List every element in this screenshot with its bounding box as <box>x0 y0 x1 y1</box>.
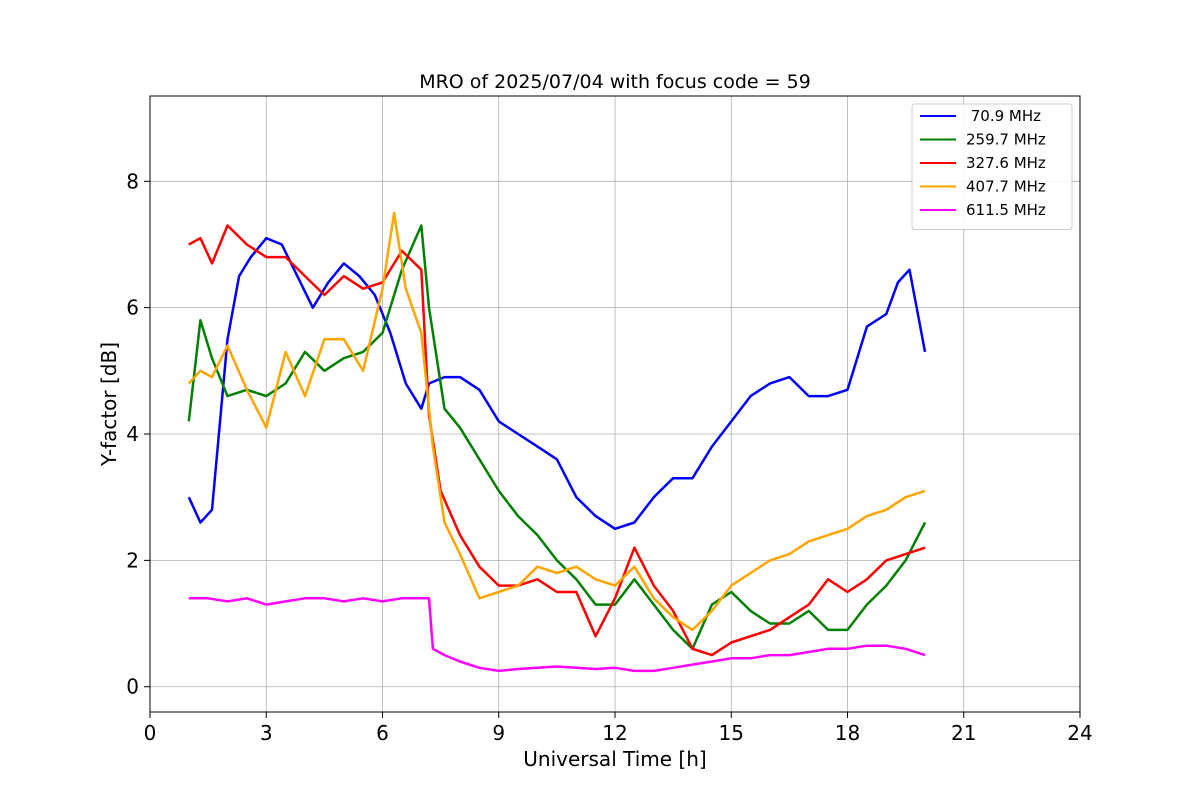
series-line-2 <box>188 224 926 657</box>
x-tick-label: 21 <box>951 721 976 745</box>
y-axis-label: Y-factor [dB] <box>97 342 121 467</box>
legend-label: 611.5 MHz <box>966 201 1046 219</box>
legend-box <box>911 103 1073 230</box>
series-line-4 <box>188 597 926 673</box>
legend-label: 70.9 MHz <box>966 107 1041 125</box>
y-tick-label: 0 <box>126 675 139 699</box>
x-tick-label: 9 <box>492 721 505 745</box>
chart-title: MRO of 2025/07/04 with focus code = 59 <box>419 71 811 93</box>
legend-label: 259.7 MHz <box>966 131 1046 149</box>
legend: 70.9 MHz 259.7 MHz 327.6 MHz 407.7 MHz 611.5… <box>911 103 1073 230</box>
y-tick-label: 2 <box>126 548 139 572</box>
x-tick-label: 18 <box>835 721 860 745</box>
series-line-0 <box>187 236 927 531</box>
y-tick-label: 8 <box>126 169 139 193</box>
y-tick-label: 4 <box>126 422 139 446</box>
x-tick-label: 6 <box>376 721 389 745</box>
y-tick-label: 6 <box>126 296 139 320</box>
legend-label: 407.7 MHz <box>966 178 1046 196</box>
x-tick-label: 15 <box>719 721 744 745</box>
x-tick-label: 12 <box>602 721 627 745</box>
x-axis-label: Universal Time [h] <box>523 747 706 771</box>
x-axis-ticks: 0 3 6 9 12 15 18 21 24 <box>144 712 1093 745</box>
series-line-1 <box>187 224 927 651</box>
x-tick-label: 0 <box>144 721 157 745</box>
legend-label: 327.6 MHz <box>966 154 1046 172</box>
series-line-3 <box>187 211 926 632</box>
y-axis-ticks: 0 2 4 6 8 <box>126 169 150 699</box>
x-tick-label: 24 <box>1067 721 1092 745</box>
series-layer <box>187 211 927 673</box>
x-tick-label: 3 <box>260 721 273 745</box>
